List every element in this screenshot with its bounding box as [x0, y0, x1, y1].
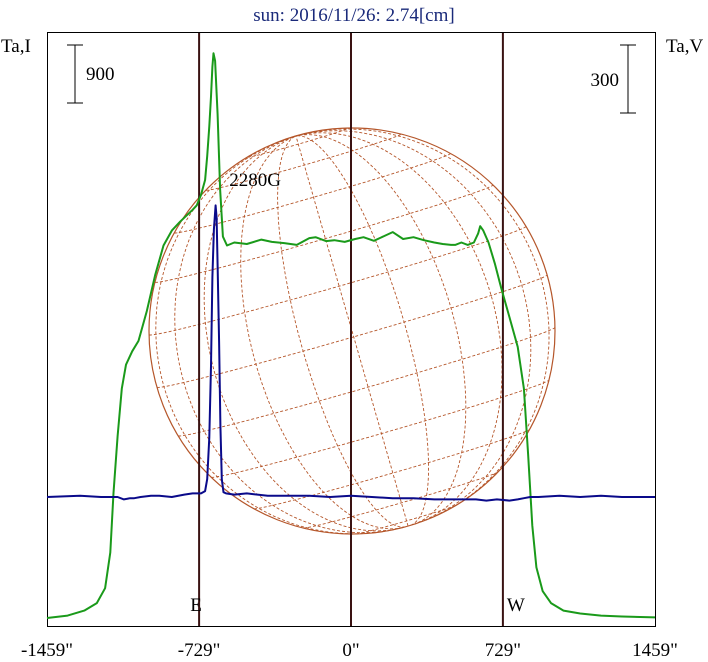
limb-label-E: E [190, 595, 202, 616]
x-tick-label: -729" [178, 640, 221, 661]
plot-frame [47, 32, 656, 627]
latitude-line [302, 471, 499, 529]
longitude-line [240, 135, 404, 530]
longitude-line [277, 135, 406, 528]
chart-title: sun: 2016/11/26: 2.74[cm] [253, 5, 454, 26]
x-tick-label: 1459" [632, 640, 678, 661]
scale-bar-right: 300 [591, 44, 636, 114]
latitude-line [253, 429, 530, 510]
field-strength-annotation: 2280G [229, 170, 281, 191]
latitude-line [247, 127, 349, 158]
limb-label-W: W [507, 595, 525, 616]
longitude-line [155, 135, 384, 535]
longitude-line [295, 130, 532, 523]
limb-markers [198, 33, 504, 626]
scale-bar-left: 900 [67, 44, 115, 104]
scale-bar-left-label: 900 [86, 64, 115, 85]
series-line-V [46, 204, 655, 502]
longitude-line [295, 128, 550, 518]
scale-bar-right-label: 300 [591, 70, 620, 91]
y-left-label: Ta,I [1, 36, 31, 57]
latitude-line [177, 327, 556, 437]
series-line-I [46, 52, 656, 619]
longitude-line [203, 135, 401, 532]
longitude-line [295, 132, 503, 525]
longitude-line [295, 135, 409, 527]
x-tick-label: -1459" [21, 640, 73, 661]
series-lines [46, 52, 656, 619]
y-right-label: Ta,V [666, 36, 703, 57]
latitude-line [154, 184, 494, 283]
longitude-line [295, 134, 467, 525]
x-tick-label: 0" [342, 640, 359, 661]
longitude-line [295, 135, 430, 526]
x-tick-label: 729" [485, 640, 521, 661]
x-tick-labels: -1459" -729" 0" 729" 1459" [21, 640, 678, 661]
